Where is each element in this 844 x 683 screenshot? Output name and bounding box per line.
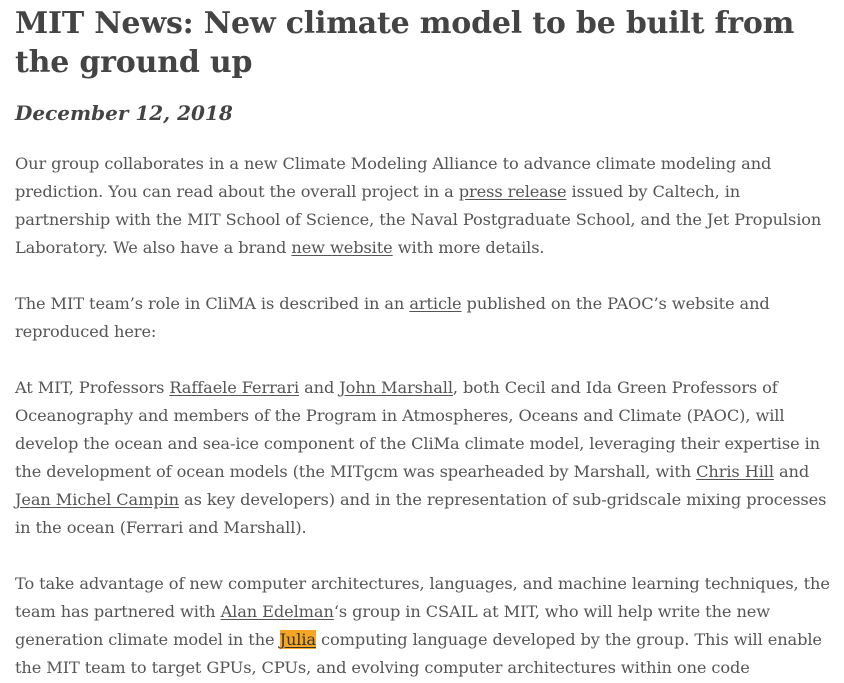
paragraph-text: as key developers) and in the representa… [15,490,827,537]
paragraph-text: published on the PAOC’s website and repr… [15,294,770,341]
john-marshall-link[interactable]: John Marshall [339,378,453,397]
paragraph-text: with more details. [392,238,545,257]
paragraph-intro: Our group collaborates in a new Climate … [15,150,837,262]
paragraph-text: and [299,378,340,397]
paragraph-text: and [773,462,810,481]
alan-edelman-link[interactable]: Alan Edelman [220,602,334,621]
paragraph-professors: At MIT, Professors Raffaele Ferrari and … [15,374,837,542]
paragraph-text: , both Cecil and Ida Green Professors of… [15,378,821,481]
article-link[interactable]: article [409,294,462,313]
paragraph-text: Our group collaborates in a new Climate … [15,154,772,201]
paragraph-partnership: To take advantage of new computer archit… [15,570,837,682]
article: MIT News: New climate model to be built … [15,0,837,682]
paragraph-text: To take advantage of new computer archit… [15,574,830,621]
chris-hill-link[interactable]: Chris Hill [696,462,774,481]
new-website-link[interactable]: new website [291,238,393,257]
article-date: December 12, 2018 [15,101,233,125]
julia-link[interactable]: Julia [279,630,316,649]
paragraph-text: ‘s group in CSAIL at MIT, who will help … [15,602,770,649]
raffaele-ferrari-link[interactable]: Raffaele Ferrari [169,378,300,397]
press-release-link[interactable]: press release [458,182,567,201]
paragraph-text: At MIT, Professors [15,378,170,397]
article-title: MIT News: New climate model to be built … [15,6,795,80]
jean-michel-campin-link[interactable]: Jean Michel Campin [15,490,179,509]
paragraph-text: computing language developed by the grou… [15,630,822,677]
paragraph-text: The MIT team’s role in CliMA is describe… [15,294,410,313]
paragraph-role: The MIT team’s role in CliMA is describe… [15,290,837,346]
paragraph-text: issued by Caltech, in partnership with t… [15,182,822,257]
